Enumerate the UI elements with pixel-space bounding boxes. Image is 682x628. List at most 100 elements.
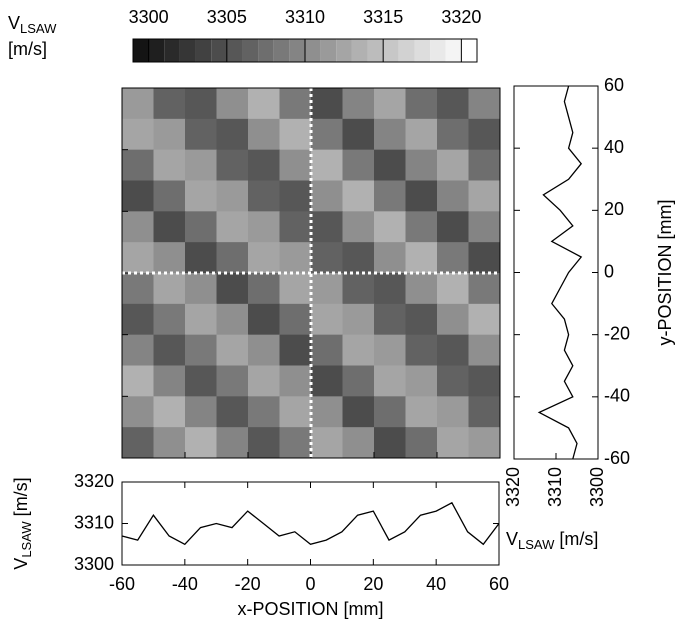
y-tick-label: 0 xyxy=(604,261,614,281)
heatmap-cell xyxy=(122,149,154,181)
y-axis-label-unit: [m/s] xyxy=(11,477,31,516)
heatmap-cell xyxy=(122,365,154,397)
heatmap-cell xyxy=(216,365,249,397)
x-axis-label: VLSAW [m/s] xyxy=(506,529,598,553)
y-tick-label: 3320 xyxy=(74,471,114,491)
heatmap-cell xyxy=(248,273,280,305)
heatmap-cell xyxy=(468,396,501,428)
y-tick-label: -20 xyxy=(604,323,630,343)
x-tick-label: 20 xyxy=(363,574,383,594)
y-tick-label: 40 xyxy=(604,137,624,157)
heatmap-cell xyxy=(342,303,375,336)
y-tick-label: 60 xyxy=(604,75,624,95)
heatmap-cell xyxy=(342,211,375,243)
heatmap-cell xyxy=(216,149,249,181)
heatmap-cell xyxy=(405,396,438,428)
heatmap-cell xyxy=(437,427,469,459)
heatmap-cell xyxy=(468,273,501,305)
heatmap-cell xyxy=(342,396,375,428)
x-axis-label-sub: LSAW xyxy=(518,537,555,552)
heatmap-cell xyxy=(405,149,438,181)
heatmap-cell xyxy=(216,211,249,243)
heatmap-cell xyxy=(216,303,249,336)
colorbar-tick-label: 3315 xyxy=(363,7,403,27)
heatmap-cell xyxy=(405,427,438,459)
heatmap-cell xyxy=(468,303,501,336)
heatmap-cell xyxy=(468,211,501,243)
colorbar-frame xyxy=(132,38,478,63)
colorbar-cell xyxy=(195,39,212,62)
x-tick-label: 60 xyxy=(489,574,509,594)
heatmap-cell xyxy=(405,180,438,212)
heatmap-cell xyxy=(342,427,375,459)
heatmap-cell xyxy=(122,427,154,459)
heatmap-cell xyxy=(405,273,438,305)
heatmap-cell xyxy=(437,303,469,336)
heatmap-cell xyxy=(122,118,154,151)
y-axis-label: VLSAW [m/s] xyxy=(11,477,35,569)
heatmap-cell xyxy=(153,303,186,336)
heatmap-cell xyxy=(153,396,186,428)
heatmap-cell xyxy=(248,242,280,274)
heatmap-cell xyxy=(122,334,154,366)
y-tick-label: 3310 xyxy=(74,512,114,532)
heatmap-cell xyxy=(153,118,186,151)
heatmap-cell xyxy=(405,303,438,336)
heatmap-cell xyxy=(279,242,312,274)
heatmap-cell xyxy=(279,180,312,212)
heatmap-cell xyxy=(468,88,501,120)
heatmap-cell xyxy=(437,273,469,305)
heatmap-cell xyxy=(248,149,280,181)
colorbar-cell xyxy=(179,39,196,62)
heatmap-cell xyxy=(311,88,343,120)
heatmap-cell xyxy=(216,334,249,366)
heatmap-cell xyxy=(248,365,280,397)
profile-frame xyxy=(121,481,500,566)
colorbar-cell xyxy=(289,39,305,62)
heatmap-cell xyxy=(311,334,343,366)
heatmap-cell xyxy=(342,180,375,212)
heatmap-cell xyxy=(468,365,501,397)
colorbar-label: VLSAW xyxy=(8,13,57,37)
heatmap-cell xyxy=(437,88,469,120)
heatmap-cell xyxy=(311,303,343,336)
heatmap-cell xyxy=(342,242,375,274)
heatmap-cell xyxy=(185,365,217,397)
heatmap-cell xyxy=(437,365,469,397)
heatmap-cell xyxy=(279,88,312,120)
colorbar-cell xyxy=(305,39,321,62)
y-tick-label: 3300 xyxy=(74,554,114,574)
heatmap-cell xyxy=(122,396,154,428)
x-tick-label: -40 xyxy=(172,574,198,594)
x-axis-label-unit: [m/s] xyxy=(559,529,598,549)
x-axis-label: x-POSITION [mm] xyxy=(238,599,384,619)
heatmap-cell xyxy=(311,118,343,151)
heatmap-cell xyxy=(405,242,438,274)
heatmap-cell xyxy=(216,118,249,151)
colorbar-cell xyxy=(414,39,431,62)
heatmap-cell xyxy=(153,211,186,243)
colorbar-cell xyxy=(148,39,165,62)
colorbar-cell xyxy=(133,39,149,62)
colorbar-tick-label: 3305 xyxy=(207,7,247,27)
heatmap-cell xyxy=(153,427,186,459)
colorbar-tick-label: 3310 xyxy=(285,7,325,27)
heatmap-cell xyxy=(185,88,217,120)
colorbar-cell xyxy=(398,39,415,62)
heatmap-cell xyxy=(437,396,469,428)
heatmap-cell xyxy=(185,180,217,212)
heatmap-cell xyxy=(248,211,280,243)
heatmap-cell xyxy=(468,334,501,366)
profile-frame xyxy=(513,85,599,460)
heatmap-cell xyxy=(311,211,343,243)
heatmap-cell xyxy=(279,149,312,181)
heatmap-cell xyxy=(248,427,280,459)
heatmap-cell xyxy=(216,273,249,305)
heatmap-cell xyxy=(122,273,154,305)
colorbar-tick-label: 3300 xyxy=(129,7,169,27)
heatmap-cell xyxy=(311,242,343,274)
y-tick-label: -60 xyxy=(604,448,630,468)
heatmap-cell xyxy=(437,180,469,212)
heatmap-cell xyxy=(185,242,217,274)
